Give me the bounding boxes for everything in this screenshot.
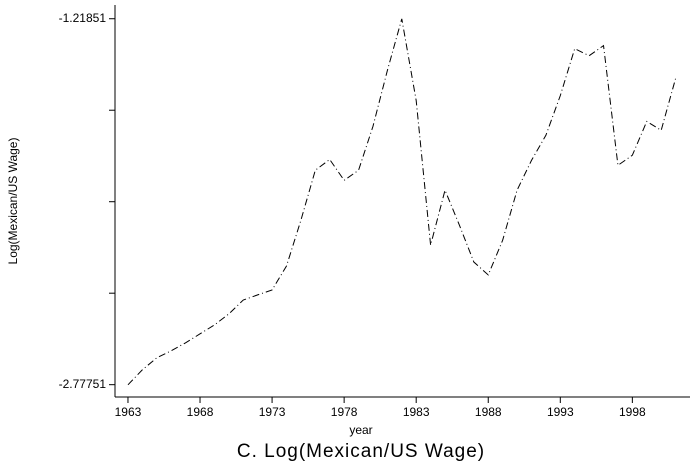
x-tick-label: 1978 bbox=[331, 405, 358, 419]
y-axis-label: Log(Mexican/US Wage) bbox=[6, 138, 20, 265]
x-tick-label: 1988 bbox=[475, 405, 502, 419]
x-axis-label: year bbox=[349, 423, 372, 437]
x-tick-label: 1993 bbox=[547, 405, 574, 419]
x-tick-label: 1983 bbox=[403, 405, 430, 419]
chart-title: C. Log(Mexican/US Wage) bbox=[237, 441, 485, 462]
x-tick-label: 1963 bbox=[115, 405, 142, 419]
data-line bbox=[127, 18, 677, 386]
x-tick-label: 1973 bbox=[259, 405, 286, 419]
x-tick-label: 1968 bbox=[187, 405, 214, 419]
x-tick-label: 1998 bbox=[619, 405, 646, 419]
y-tick-label: -2.77751 bbox=[59, 377, 107, 391]
y-tick-label: -1.21851 bbox=[59, 11, 107, 25]
